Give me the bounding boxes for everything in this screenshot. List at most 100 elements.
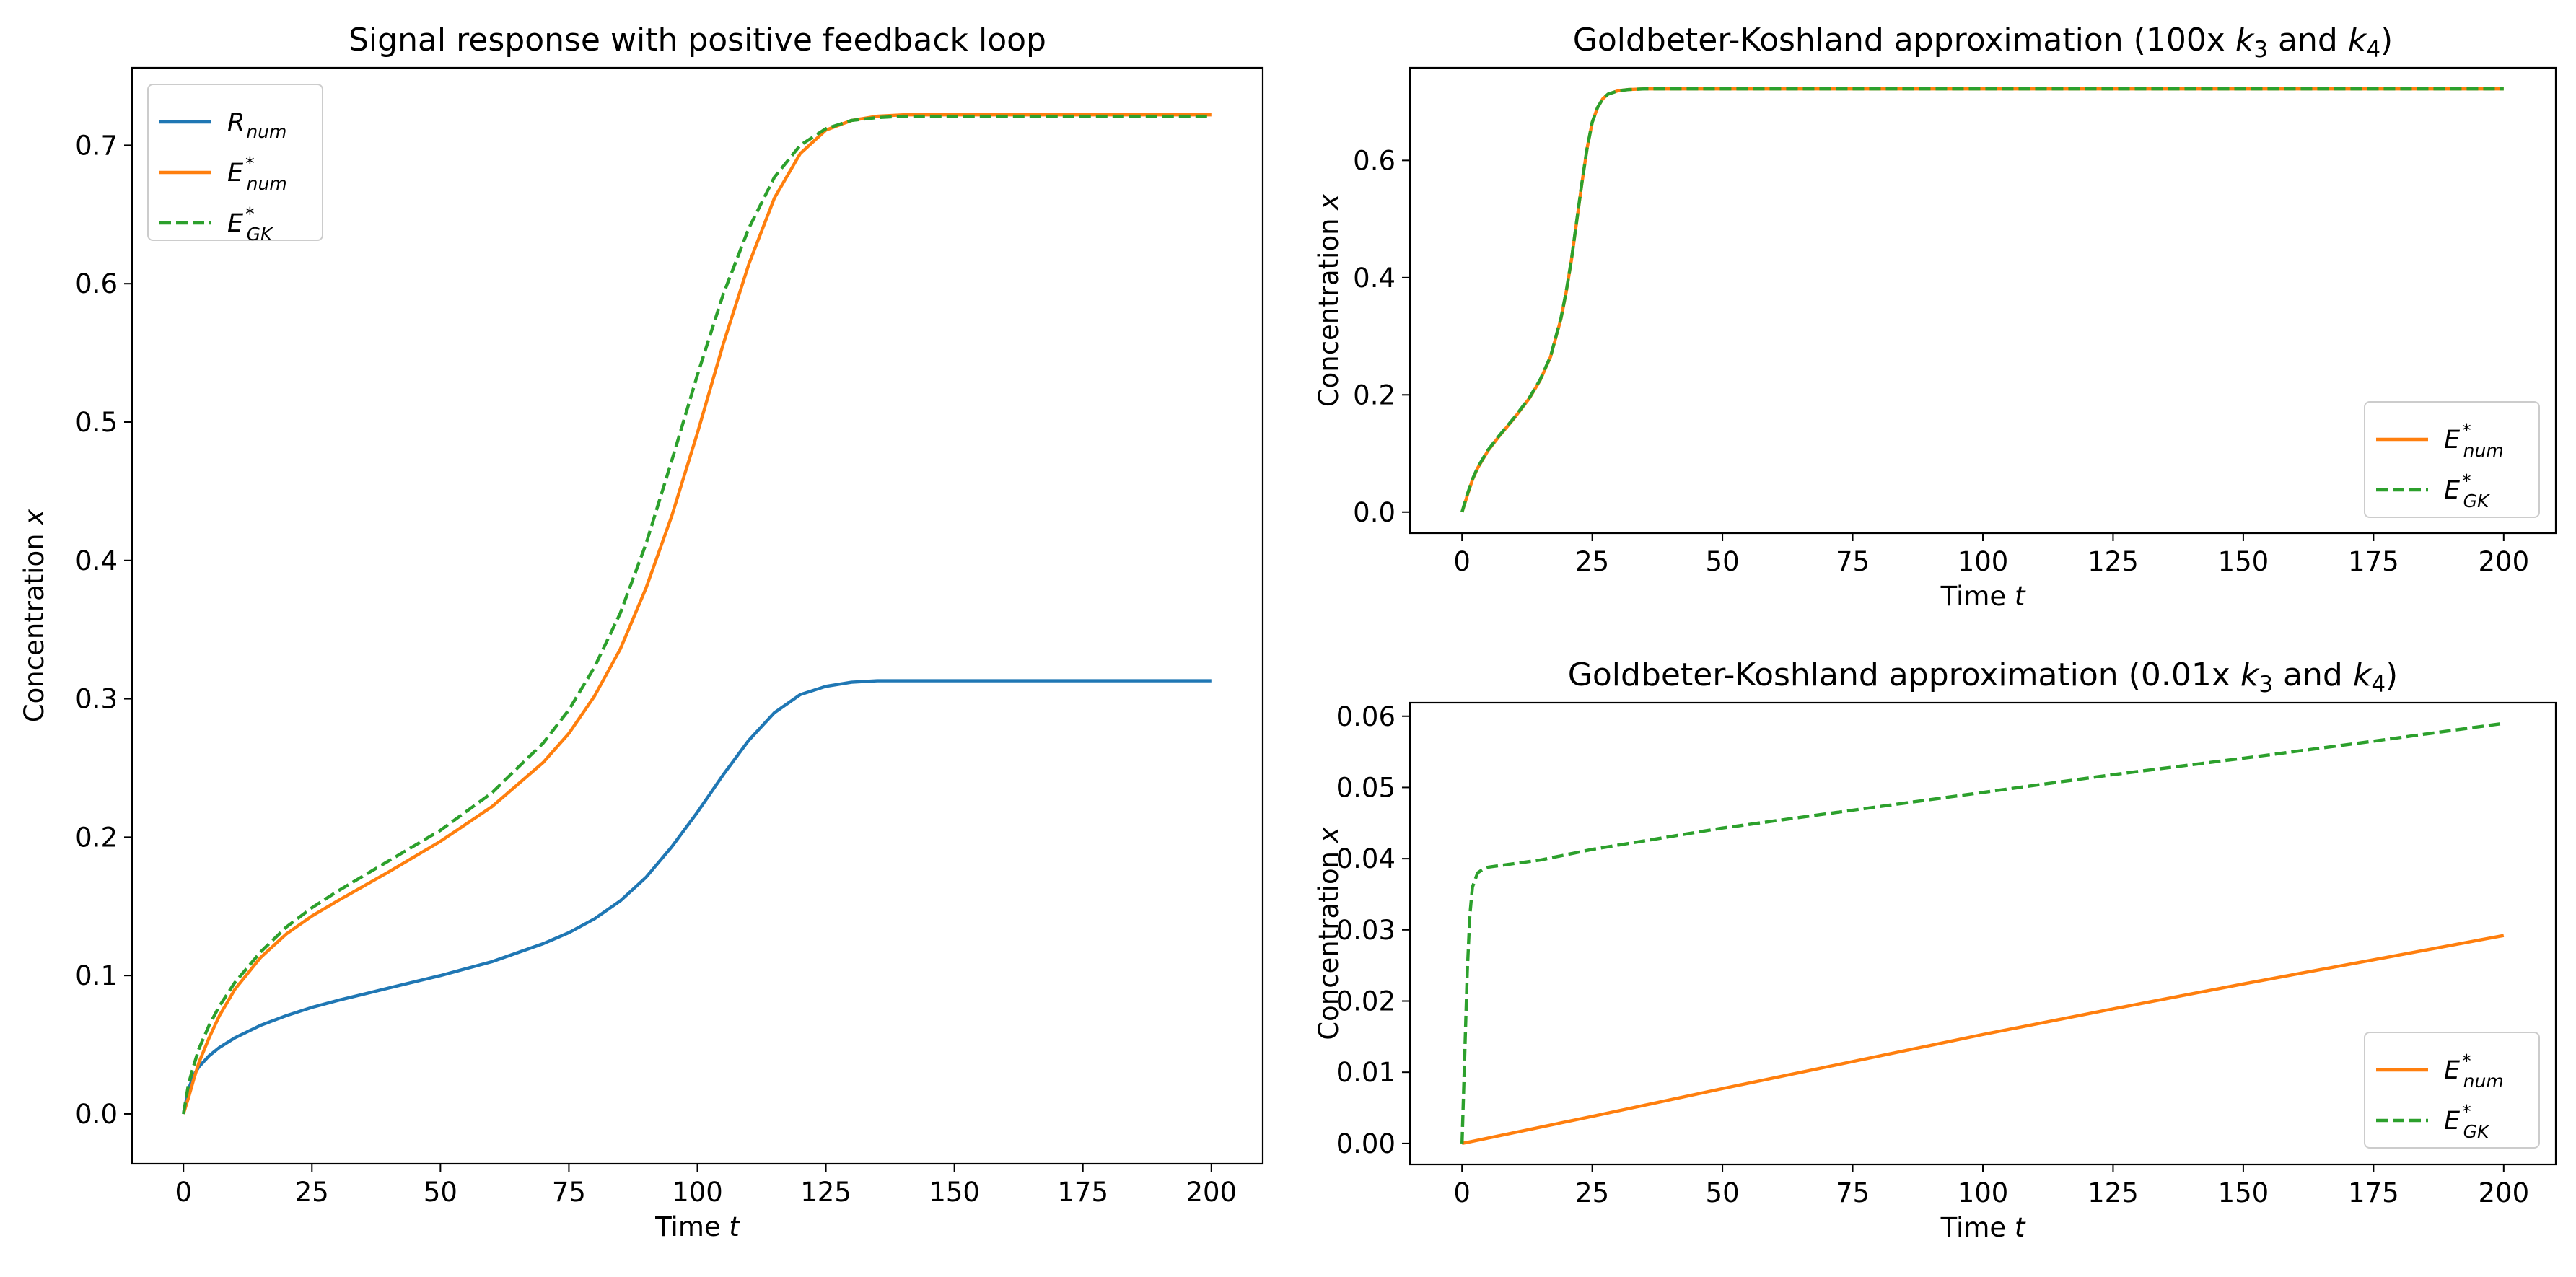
legend-entry: E * GK bbox=[227, 203, 274, 245]
chart-title: Goldbeter-Koshland approximation (0.01x … bbox=[1568, 657, 2398, 698]
legend-entry-sub: GK bbox=[247, 224, 274, 245]
y-tick-label: 0.02 bbox=[1336, 986, 1396, 1017]
y-tick-label: 0.1 bbox=[75, 960, 118, 991]
y-tick-label: 0.5 bbox=[75, 407, 118, 438]
legend-entry-base: E bbox=[227, 159, 244, 188]
chart-title-run: 3 bbox=[2259, 672, 2273, 698]
chart-title-run: ) bbox=[2380, 22, 2393, 58]
chart-panel-2: 0 25 50 75 100 125 150 175 200 0.0 0.2 0.4 0.6 Goldbe… bbox=[1313, 22, 2557, 612]
x-axis-label-run: Time bbox=[1940, 1212, 2015, 1243]
x-tick-label: 0 bbox=[1453, 546, 1471, 577]
plot-area bbox=[1460, 721, 2505, 1146]
legend-entry-sub: num bbox=[2463, 1071, 2504, 1092]
x-axis-label: Time t bbox=[1940, 1212, 2026, 1243]
x-tick-label: 75 bbox=[1836, 1177, 1870, 1208]
legend-entry: E * num bbox=[227, 153, 287, 194]
x-tick-label: 100 bbox=[1958, 546, 2009, 577]
chart-title-run: 4 bbox=[2366, 37, 2380, 63]
y-tick-label: 0.2 bbox=[75, 822, 118, 853]
chart-title-run: k bbox=[2353, 657, 2373, 693]
legend-entry-base: E bbox=[2444, 1107, 2461, 1136]
x-tick-label: 50 bbox=[1706, 1177, 1740, 1208]
x-axis-label-run: Time bbox=[654, 1211, 729, 1242]
y-tick-label: 0.2 bbox=[1353, 379, 1396, 411]
x-tick-label: 125 bbox=[2087, 546, 2139, 577]
chart-title: Signal response with positive feedback l… bbox=[349, 22, 1046, 58]
legend-entry-base: E bbox=[2444, 476, 2461, 505]
x-tick-label: 200 bbox=[1186, 1177, 1237, 1208]
y-tick-label: 0.6 bbox=[1353, 145, 1396, 176]
y-tick-label: 0.04 bbox=[1336, 843, 1396, 874]
y-tick-label: 0.06 bbox=[1336, 701, 1396, 732]
x-tick-label: 75 bbox=[552, 1177, 586, 1208]
legend-entry: E * GK bbox=[2444, 1101, 2491, 1142]
y-tick-label: 0.4 bbox=[75, 545, 118, 576]
x-tick-label: 175 bbox=[2348, 546, 2399, 577]
legend-entry: E * num bbox=[2444, 1050, 2504, 1092]
chart-title-run: and bbox=[2268, 22, 2348, 58]
legend-box bbox=[2364, 1032, 2540, 1149]
series-line-2 bbox=[1460, 87, 2504, 513]
x-tick-label: 200 bbox=[2479, 1177, 2530, 1208]
legend-entry-sup: * bbox=[245, 203, 255, 224]
x-tick-label: 25 bbox=[1575, 1177, 1609, 1208]
legend-entry-sup: * bbox=[2462, 420, 2471, 441]
x-tick-label: 50 bbox=[1706, 546, 1740, 577]
x-tick-label: 100 bbox=[1958, 1177, 2009, 1208]
x-tick-label: 150 bbox=[929, 1177, 980, 1208]
legend-entry-base: E bbox=[227, 209, 244, 238]
chart-title-run: 4 bbox=[2371, 672, 2386, 698]
chart-title-run: Goldbeter-Koshland approximation (100x bbox=[1573, 22, 2235, 58]
x-tick-label: 125 bbox=[2087, 1177, 2139, 1208]
legend-box bbox=[2364, 401, 2540, 518]
chart-title-run: k bbox=[2240, 657, 2260, 693]
chart-title-run: 3 bbox=[2253, 37, 2268, 63]
x-tick-label: 150 bbox=[2218, 546, 2269, 577]
series-line-2 bbox=[1460, 721, 2505, 1144]
plot-area bbox=[182, 113, 1212, 1115]
y-tick-label: 0.0 bbox=[1353, 497, 1396, 528]
legend-entry-sub: num bbox=[246, 121, 286, 142]
y-tick-label: 0.03 bbox=[1336, 915, 1396, 946]
y-axis-label-run: x bbox=[1313, 826, 1344, 843]
legend-entry-sub: GK bbox=[2463, 491, 2491, 512]
x-tick-label: 175 bbox=[2348, 1177, 2399, 1208]
x-axis-label-run: Time bbox=[1940, 581, 2015, 612]
y-axis-label-run: Concentration bbox=[19, 525, 50, 723]
legend-entry: Rnum bbox=[227, 108, 286, 142]
y-tick-label: 0.3 bbox=[75, 684, 118, 715]
chart-title-run: Signal response with positive feedback l… bbox=[349, 22, 1046, 58]
y-axis-label-run: Concentration bbox=[1313, 210, 1344, 408]
x-tick-label: 150 bbox=[2218, 1177, 2269, 1208]
y-axis-label: Concentration x bbox=[19, 509, 50, 723]
plot-area bbox=[1460, 87, 2504, 513]
chart-title-run: k bbox=[2348, 22, 2367, 58]
x-tick-label: 200 bbox=[2479, 546, 2530, 577]
x-tick-label: 75 bbox=[1836, 546, 1870, 577]
chart-title-run: Goldbeter-Koshland approximation (0.01x bbox=[1568, 657, 2240, 693]
legend-entry-sub: num bbox=[2463, 440, 2504, 461]
y-axis-label-run: x bbox=[1313, 193, 1344, 211]
series-line-1 bbox=[1461, 934, 2505, 1146]
y-tick-label: 0.6 bbox=[75, 268, 118, 299]
x-tick-label: 25 bbox=[295, 1177, 329, 1208]
legend-entry-sub: GK bbox=[2463, 1121, 2491, 1142]
y-tick-label: 0.01 bbox=[1336, 1057, 1396, 1088]
y-tick-label: 0.4 bbox=[1353, 263, 1396, 294]
x-tick-label: 0 bbox=[1453, 1177, 1471, 1208]
x-tick-label: 50 bbox=[424, 1177, 457, 1208]
legend-entry-sup: * bbox=[2462, 470, 2471, 491]
series-line-3 bbox=[182, 114, 1212, 1115]
chart-title: Goldbeter-Koshland approximation (100x k… bbox=[1573, 22, 2393, 63]
legend-entry: E * num bbox=[2444, 420, 2504, 461]
legend-entry-base: R bbox=[227, 108, 245, 137]
subplots: 0 25 50 75 100 125 150 175 200 0.0 0.1 0.2 0.3 0.4 0.5… bbox=[19, 22, 2557, 1243]
legend-entry-sup: * bbox=[245, 153, 255, 174]
y-axis-label-run: x bbox=[19, 509, 50, 526]
y-tick-label: 0.00 bbox=[1336, 1128, 1396, 1159]
legend-entry-sup: * bbox=[2462, 1101, 2471, 1122]
